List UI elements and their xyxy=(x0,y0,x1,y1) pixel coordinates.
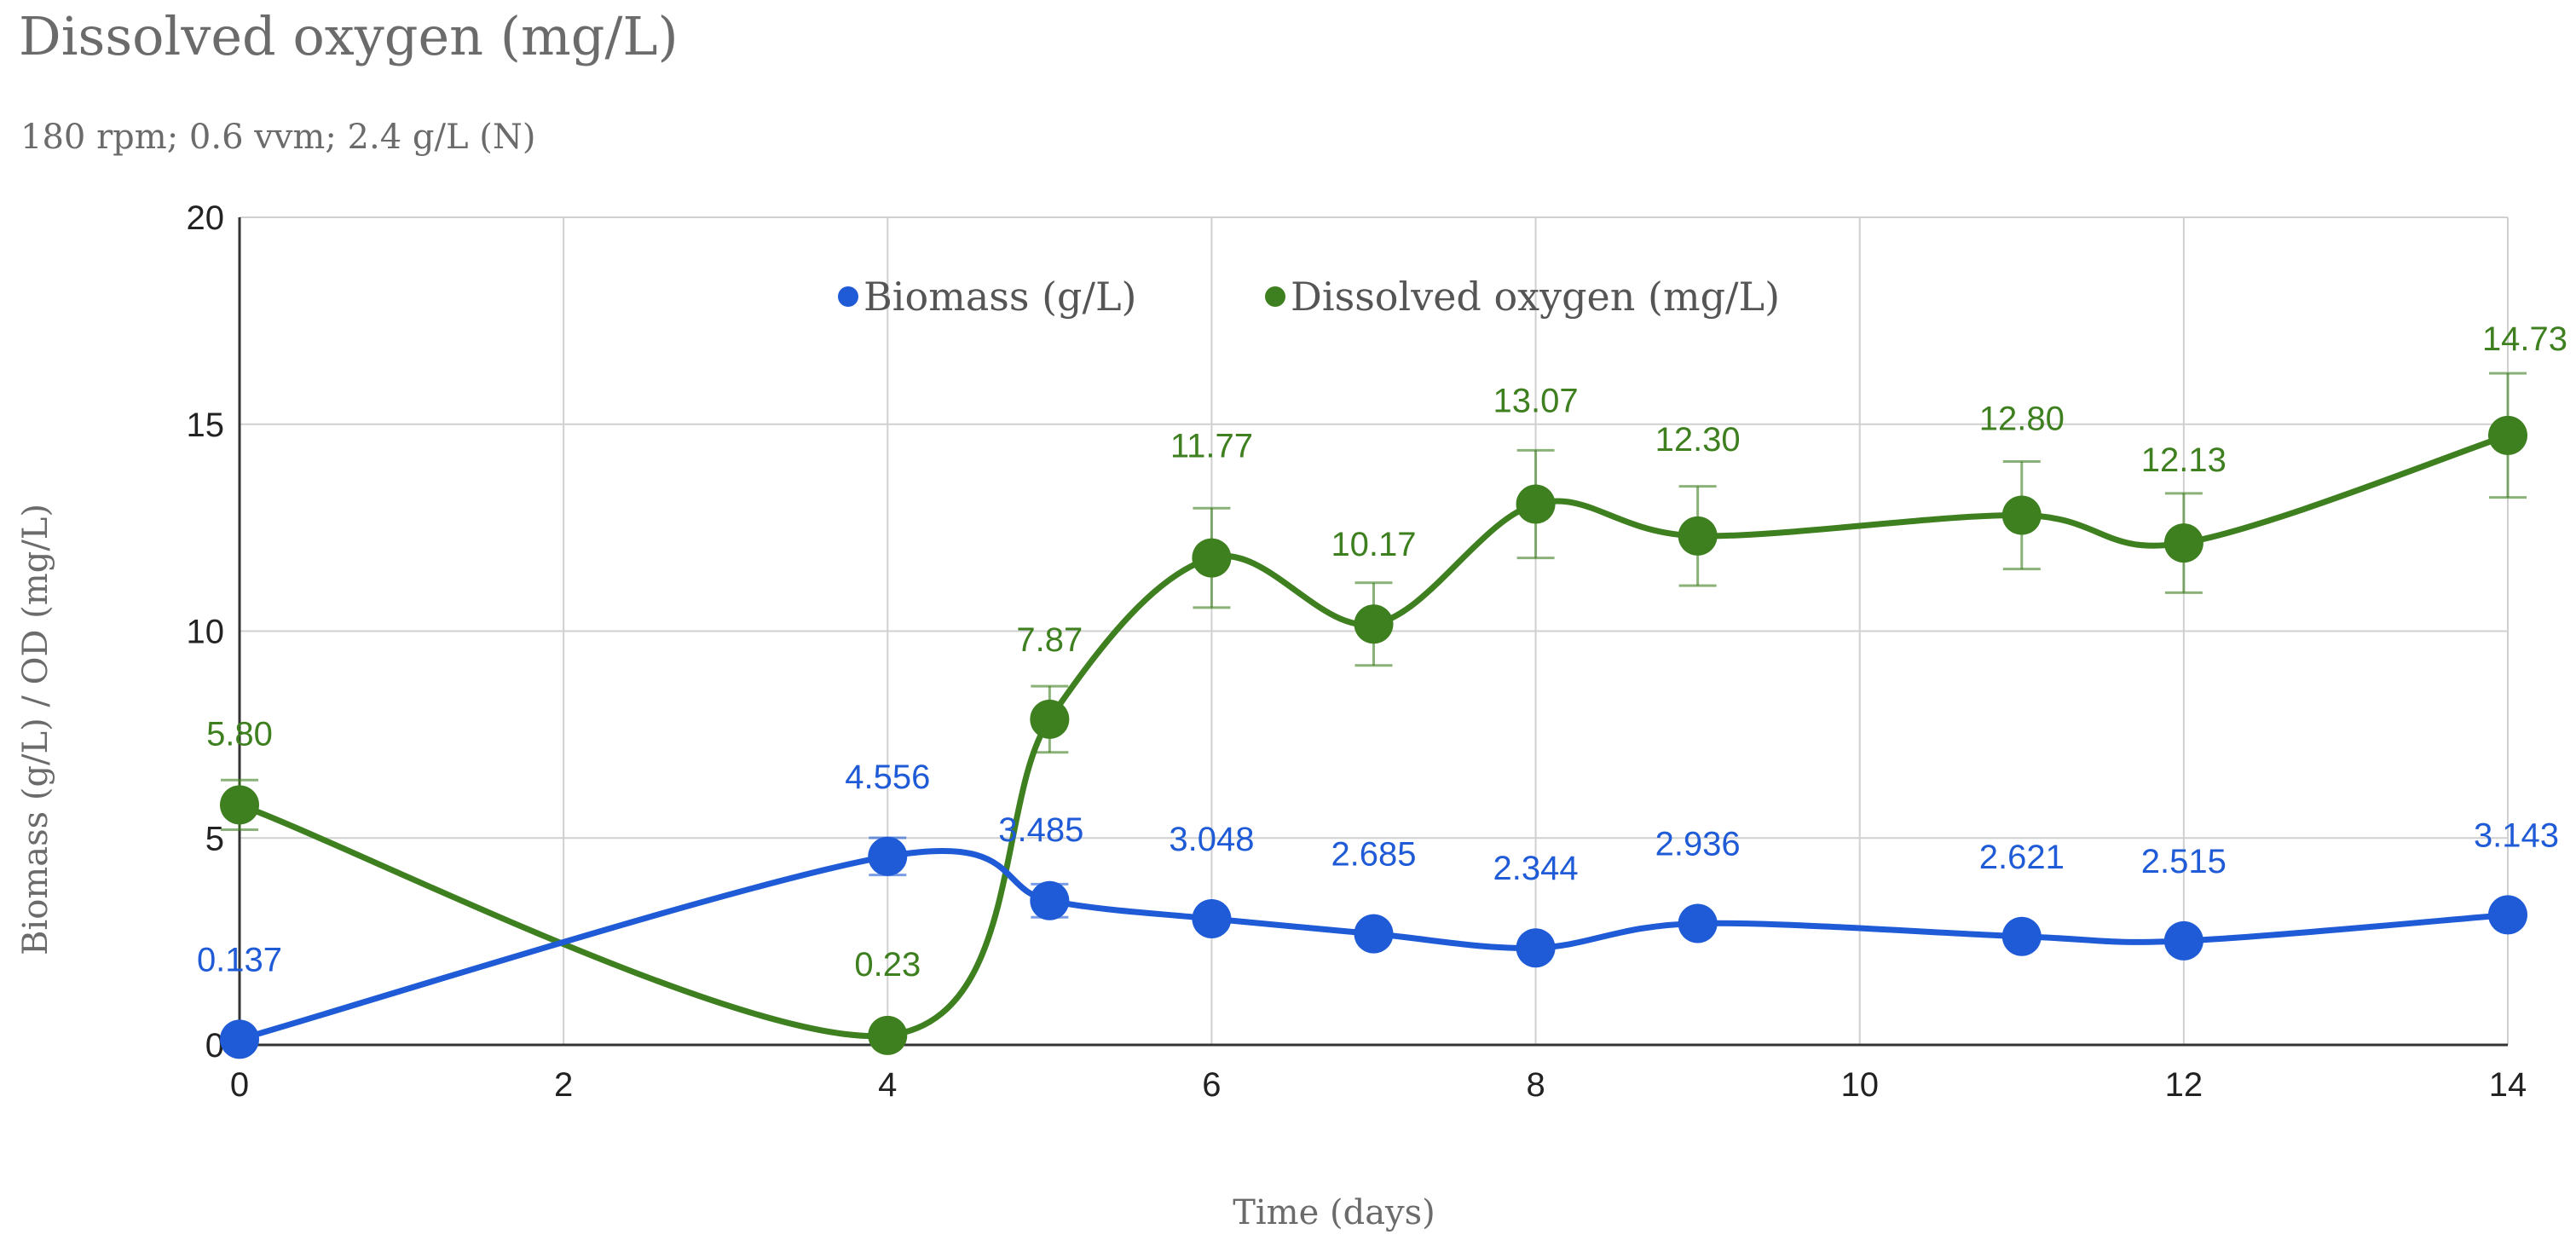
series-layer xyxy=(220,372,2527,1059)
data-label: 7.87 xyxy=(1016,621,1083,659)
data-label: 3.485 xyxy=(998,811,1083,849)
legend-marker xyxy=(1265,286,1285,307)
x-tick-label: 10 xyxy=(1840,1066,1879,1104)
data-point xyxy=(2001,495,2042,535)
y-axis-title: Biomass (g/L) / OD (mg/L) xyxy=(16,504,55,955)
chart-subtitle: 180 rpm; 0.6 vvm; 2.4 g/L (N) xyxy=(20,118,536,157)
y-tick-label: 10 xyxy=(187,614,225,651)
data-point xyxy=(2163,920,2203,961)
legend-marker xyxy=(838,286,858,307)
data-labels: 5.80 0.23 7.87 11.77 10.17 13.07 12.30 12.80 12.… xyxy=(197,320,2567,984)
data-point xyxy=(1516,928,1556,968)
y-tick-label: 15 xyxy=(187,407,225,444)
legend-label: Biomass (g/L) xyxy=(863,274,1136,320)
x-tick-labels: 0 2 4 6 8 10 12 14 xyxy=(230,1066,2527,1104)
data-label: 0.137 xyxy=(197,941,282,978)
data-point xyxy=(1516,484,1556,524)
data-label: 3.143 xyxy=(2474,816,2559,854)
data-label: 12.13 xyxy=(2141,441,2227,479)
chart-title: Dissolved oxygen (mg/L) xyxy=(19,5,679,67)
legend-label: Dissolved oxygen (mg/L) xyxy=(1291,274,1780,320)
y-tick-label: 5 xyxy=(205,820,224,857)
series-dissolved-oxygen xyxy=(220,372,2527,1055)
y-tick-labels: 0 5 10 15 20 xyxy=(187,199,225,1064)
data-point xyxy=(2163,523,2203,563)
data-label: 10.17 xyxy=(1331,526,1416,563)
data-label: 4.556 xyxy=(845,759,930,796)
data-label: 13.07 xyxy=(1493,382,1579,419)
x-tick-label: 2 xyxy=(554,1066,573,1104)
x-tick-label: 6 xyxy=(1202,1066,1221,1104)
legend-item: Biomass (g/L) xyxy=(838,274,1136,320)
data-point xyxy=(1192,538,1232,578)
y-tick-label: 20 xyxy=(187,199,225,237)
data-point xyxy=(2488,415,2527,455)
data-label: 14.73 xyxy=(2482,320,2567,358)
data-label: 12.30 xyxy=(1655,421,1741,459)
data-point xyxy=(220,1019,259,1059)
data-label: 2.515 xyxy=(2141,843,2227,880)
data-point xyxy=(2001,916,2042,956)
data-point xyxy=(1192,899,1232,939)
data-label: 2.621 xyxy=(1979,839,2065,876)
data-label: 2.685 xyxy=(1331,836,1416,874)
x-tick-label: 14 xyxy=(2489,1066,2527,1104)
data-label: 12.80 xyxy=(1979,401,2065,438)
data-label: 2.936 xyxy=(1655,825,1741,863)
data-point xyxy=(1030,699,1070,739)
axes xyxy=(238,217,2508,1047)
series-biomass xyxy=(220,836,2527,1059)
x-tick-label: 12 xyxy=(2165,1066,2203,1104)
y-tick-label: 0 xyxy=(205,1027,224,1064)
x-axis-title: Time (days) xyxy=(1233,1193,1435,1232)
data-point xyxy=(868,1015,908,1055)
data-point xyxy=(1354,604,1394,644)
data-label: 11.77 xyxy=(1170,428,1253,465)
legend: Biomass (g/L) Dissolved oxygen (mg/L) xyxy=(838,274,1780,320)
x-tick-label: 4 xyxy=(878,1066,897,1104)
data-point xyxy=(220,785,259,825)
x-tick-label: 0 xyxy=(230,1066,249,1104)
data-point xyxy=(1678,516,1718,556)
data-label: 2.344 xyxy=(1493,850,1579,887)
x-tick-label: 8 xyxy=(1526,1066,1545,1104)
data-label: 3.048 xyxy=(1169,821,1254,858)
legend-item: Dissolved oxygen (mg/L) xyxy=(1265,274,1780,320)
data-point xyxy=(2488,895,2527,935)
data-point xyxy=(1678,903,1718,943)
data-label: 5.80 xyxy=(206,715,273,753)
data-label: 0.23 xyxy=(854,946,921,984)
data-point xyxy=(1030,880,1070,920)
data-point xyxy=(1354,914,1394,954)
data-point xyxy=(868,836,908,876)
